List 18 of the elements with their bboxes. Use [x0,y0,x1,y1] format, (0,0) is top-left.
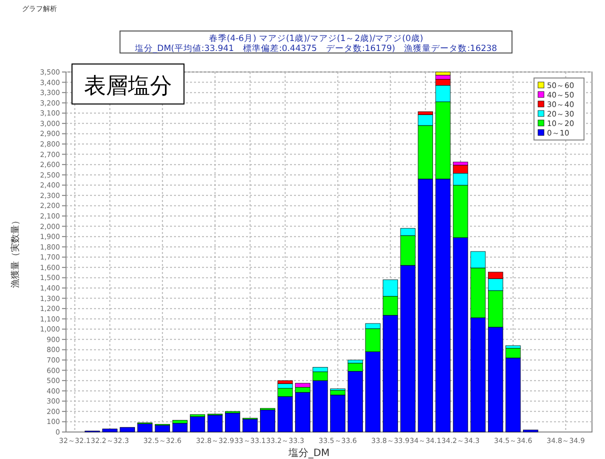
bar [225,412,240,432]
y-axis-title: 漁獲量（実数量） [10,216,21,288]
bar [242,418,258,432]
x-axis-title: 塩分_DM [287,447,330,459]
chart-subtitle: 塩分_DM(平均値:33.941 標準偏差:0.44375 データ数:16179) 漁獲量データ数:16238 [134,43,498,54]
bar [120,427,135,432]
bar [523,430,538,432]
bar [207,414,223,432]
bar [154,425,170,432]
bar [137,424,152,432]
title-box: 春季(4-6月) マアジ(1歳)/マアジ(1～2歳)/マアジ(0歳) 塩分_DM(平均値:33.941 標準偏差:0.44375 データ数:16179) 漁獲量データ数:16238 [120,30,512,54]
bar [260,410,276,432]
chart-title: 春季(4-6月) マアジ(1歳)/マアジ(1～2歳)/マアジ(0歳) [208,33,424,44]
bar [330,394,346,432]
annotation: 表層塩分 [84,74,172,99]
bar [190,416,206,432]
bar [102,428,118,432]
bar [172,423,188,432]
